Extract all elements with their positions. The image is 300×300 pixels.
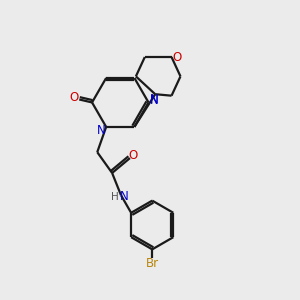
Text: N: N bbox=[96, 124, 105, 137]
Text: O: O bbox=[172, 51, 182, 64]
Text: O: O bbox=[128, 148, 137, 162]
Text: O: O bbox=[70, 92, 79, 104]
Text: N: N bbox=[150, 93, 159, 106]
Text: H: H bbox=[111, 192, 119, 202]
Text: N: N bbox=[120, 190, 129, 203]
Text: N: N bbox=[150, 94, 159, 106]
Text: Br: Br bbox=[146, 257, 159, 270]
